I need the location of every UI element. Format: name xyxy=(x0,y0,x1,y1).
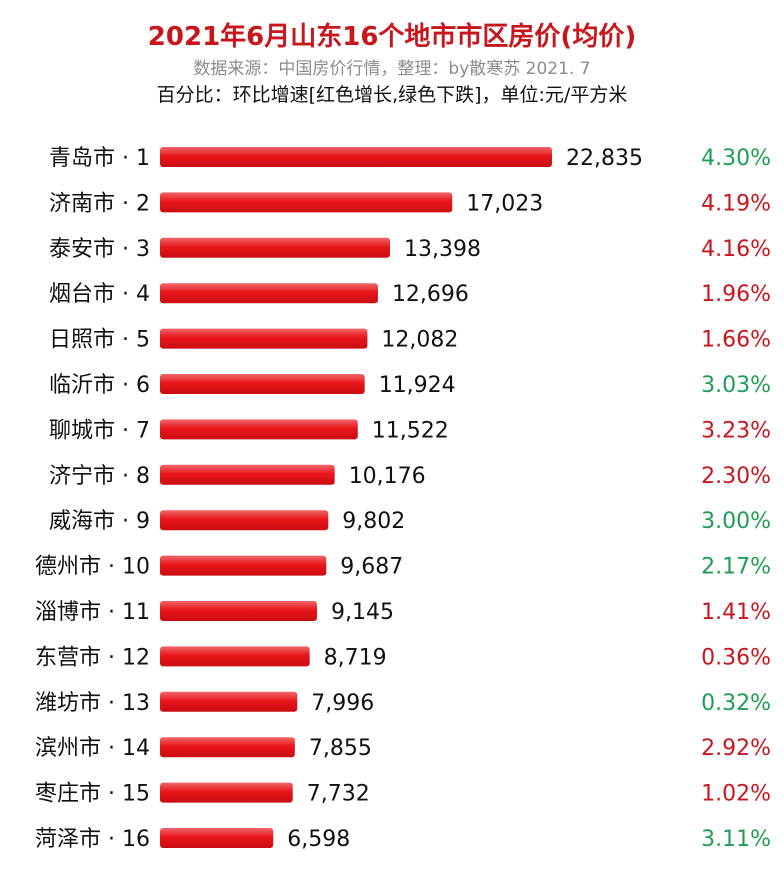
value-label: 7,732 xyxy=(307,782,370,807)
growth-label: 1.66% xyxy=(701,328,771,353)
bar xyxy=(160,691,298,712)
category-label: 菏泽市 · 16 xyxy=(35,827,150,852)
bar xyxy=(160,601,317,621)
category-label: 青岛市 · 1 xyxy=(49,146,150,171)
value-label: 9,145 xyxy=(331,600,394,625)
category-label: 威海市 · 9 xyxy=(49,509,150,534)
value-label: 13,398 xyxy=(404,237,481,262)
data-source-note: 数据来源：中国房价行情，整理：by散寒苏 2021. 7 xyxy=(193,59,591,79)
bar xyxy=(160,737,295,758)
bar xyxy=(160,374,365,394)
growth-label: 2.17% xyxy=(701,555,771,580)
unit-note: 百分比：环比增速[红色增长,绿色下跌]，单位:元/平方米 xyxy=(156,84,628,106)
category-label: 聊城市 · 7 xyxy=(49,418,150,443)
category-label: 临沂市 · 6 xyxy=(49,373,150,398)
value-label: 12,696 xyxy=(392,282,469,307)
value-label: 9,687 xyxy=(340,555,403,580)
category-label: 日照市 · 5 xyxy=(49,328,150,353)
chart-title: 2021年6月山东16个地市市区房价(均价) xyxy=(147,22,637,52)
category-label: 泰安市 · 3 xyxy=(49,237,150,262)
growth-label: 4.16% xyxy=(701,237,771,262)
value-label: 7,855 xyxy=(309,736,372,761)
category-label: 烟台市 · 4 xyxy=(49,282,150,307)
category-label: 济宁市 · 8 xyxy=(49,464,150,489)
growth-label: 4.30% xyxy=(701,146,771,171)
value-label: 12,082 xyxy=(381,328,458,353)
bar xyxy=(160,192,453,213)
category-label: 德州市 · 10 xyxy=(35,555,150,580)
category-label: 枣庄市 · 15 xyxy=(35,782,150,807)
growth-label: 0.32% xyxy=(701,691,771,716)
growth-label: 3.11% xyxy=(701,827,771,852)
value-label: 11,522 xyxy=(372,418,449,443)
growth-label: 0.36% xyxy=(701,645,771,670)
bar xyxy=(160,328,368,349)
bar xyxy=(160,646,310,667)
category-label: 东营市 · 12 xyxy=(35,645,150,670)
growth-label: 1.41% xyxy=(701,600,771,625)
bar xyxy=(160,782,293,803)
category-label: 淄博市 · 11 xyxy=(35,600,150,625)
bar xyxy=(160,237,390,258)
category-label: 潍坊市 · 13 xyxy=(35,691,150,716)
bar xyxy=(160,555,327,576)
value-label: 17,023 xyxy=(466,191,543,216)
growth-label: 1.96% xyxy=(701,282,771,307)
value-label: 22,835 xyxy=(566,146,643,171)
category-label: 济南市 · 2 xyxy=(49,191,150,216)
value-label: 7,996 xyxy=(311,691,374,716)
bar xyxy=(160,828,274,848)
value-label: 10,176 xyxy=(349,464,426,489)
growth-label: 2.92% xyxy=(701,736,771,761)
value-label: 9,802 xyxy=(342,509,405,534)
value-label: 11,924 xyxy=(379,373,456,398)
bar xyxy=(160,283,378,304)
bar xyxy=(160,419,358,440)
value-label: 8,719 xyxy=(324,645,387,670)
category-label: 滨州市 · 14 xyxy=(35,736,150,761)
bar xyxy=(160,147,552,167)
growth-label: 1.02% xyxy=(701,782,771,807)
growth-label: 3.23% xyxy=(701,418,771,443)
growth-label: 4.19% xyxy=(701,191,771,216)
bar xyxy=(160,510,329,531)
bar xyxy=(160,464,335,485)
growth-label: 3.00% xyxy=(701,509,771,534)
value-label: 6,598 xyxy=(287,827,350,852)
growth-label: 3.03% xyxy=(701,373,771,398)
growth-label: 2.30% xyxy=(701,464,771,489)
